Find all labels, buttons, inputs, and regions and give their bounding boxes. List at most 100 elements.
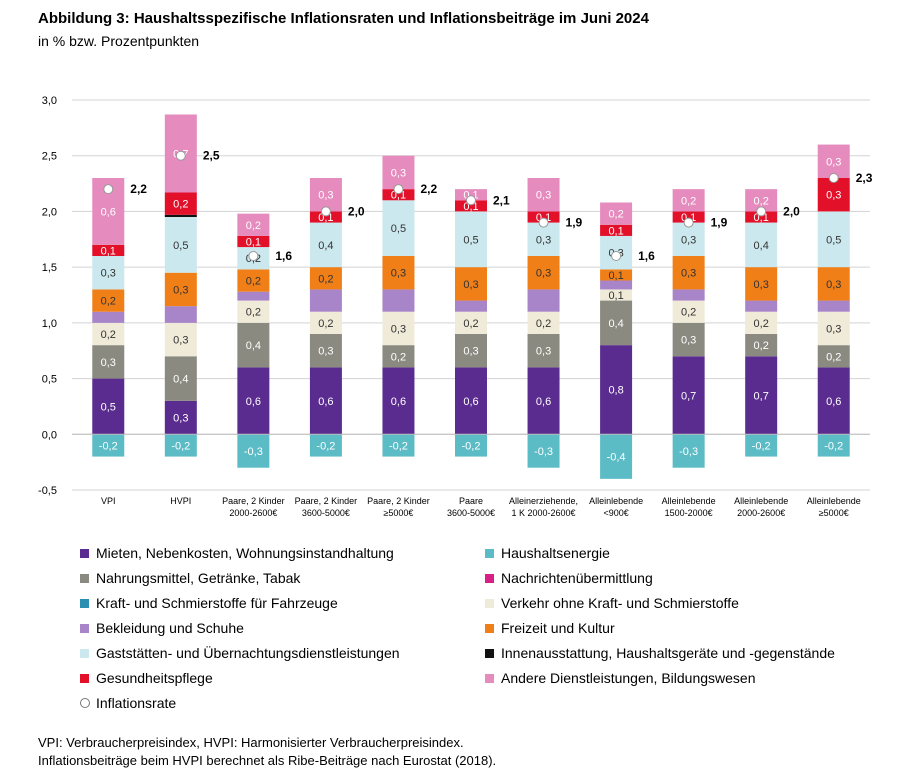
x-tick-label: 3600-5000€ <box>302 508 350 518</box>
data-label: 0,5 <box>101 401 116 413</box>
bar-segment <box>92 378 125 435</box>
data-label: 0,5 <box>463 234 478 246</box>
bar-segment <box>92 256 125 290</box>
bar-segment <box>309 367 342 435</box>
data-label: 0,2 <box>754 340 769 352</box>
data-label: 0,2 <box>246 276 261 288</box>
legend-item: Mieten, Nebenkosten, Wohnungsinstandhalt… <box>80 545 394 561</box>
legend-label: Freizeit und Kultur <box>501 620 615 636</box>
legend-item: Gesundheitspflege <box>80 670 213 686</box>
bar-segment <box>164 400 197 435</box>
data-label: 0,2 <box>246 307 261 319</box>
data-label: 0,1 <box>608 290 623 302</box>
bar-segment <box>600 289 633 301</box>
bar-segment <box>455 300 487 312</box>
x-tick-label: Alleinlebende <box>734 496 788 506</box>
x-tick-label: 2000-2600€ <box>229 508 277 518</box>
bar-segment <box>164 434 197 457</box>
legend-swatch <box>485 573 494 583</box>
y-tick-label: 2,5 <box>42 151 57 163</box>
data-label: -0,2 <box>99 440 118 452</box>
bar-segment <box>527 311 560 334</box>
bar-segment <box>672 211 705 223</box>
bar-segment <box>92 322 125 346</box>
bar-segment <box>382 311 415 346</box>
bar-segment <box>527 289 560 312</box>
data-label: 0,2 <box>246 220 261 232</box>
bar-segment <box>164 322 197 357</box>
y-tick-label: 0,5 <box>42 374 57 386</box>
data-label: 0,1 <box>391 190 406 202</box>
legend-swatch <box>485 548 494 558</box>
legend-swatch <box>80 648 89 658</box>
legend-swatch <box>485 673 494 683</box>
legend-label: Innenausstattung, Haushaltsgeräte und -g… <box>501 645 835 661</box>
data-label: 0,3 <box>536 234 551 246</box>
bar-segment <box>527 222 560 256</box>
inflation-rate-marker <box>611 251 622 261</box>
data-label: 0,2 <box>318 318 333 330</box>
y-tick-label: 0,0 <box>42 429 57 441</box>
bar-segment <box>237 367 270 435</box>
data-label: 0,3 <box>681 335 696 347</box>
inflation-rate-label: 1,6 <box>275 249 292 263</box>
bar-segment <box>237 300 270 323</box>
bar-segment <box>455 311 487 334</box>
bar-segment <box>309 178 342 212</box>
bar-segment <box>309 222 342 268</box>
bar-segment <box>745 434 778 457</box>
data-label: 0,5 <box>826 234 841 246</box>
legend-label: Gaststätten- und Übernachtungsdienstleis… <box>96 645 400 661</box>
legend-label: Kraft- und Schmierstoffe für Fahrzeuge <box>96 595 338 611</box>
inflation-rate-marker <box>320 206 331 217</box>
data-label: 0,1 <box>608 225 623 237</box>
data-label: 0,7 <box>681 390 696 402</box>
data-label: 0,5 <box>391 223 406 235</box>
bar-segment <box>92 244 125 256</box>
legend-label: Nachrichtenübermittlung <box>501 570 653 586</box>
bar-segment <box>237 235 270 248</box>
data-label: 0,2 <box>754 195 769 207</box>
bar-segment <box>817 434 850 457</box>
data-label: 0,3 <box>754 279 769 291</box>
x-tick-label: HVPI <box>170 496 191 506</box>
chart-title: Abbildung 3: Haushaltsspezifische Inflat… <box>38 10 649 27</box>
legend-item: Kraft- und Schmierstoffe für Fahrzeuge <box>80 595 338 611</box>
bar-segment <box>672 356 705 435</box>
legend-swatch <box>485 623 494 633</box>
bar-segment <box>527 256 560 290</box>
x-tick-label: 1 K 2000-2600€ <box>512 508 576 518</box>
inflation-rate-label: 2,3 <box>856 171 873 185</box>
data-label: 0,3 <box>101 268 116 280</box>
data-label: 0,3 <box>536 346 551 358</box>
bar-segment <box>237 322 270 368</box>
bar-segment <box>600 280 633 290</box>
bar-segment <box>382 434 415 457</box>
legend-label: Gesundheitspflege <box>96 670 213 686</box>
inflation-rate-label: 2,2 <box>130 182 147 196</box>
data-label: 0,3 <box>536 190 551 202</box>
bar-segment <box>309 289 342 312</box>
data-label: 0,6 <box>318 396 333 408</box>
bar-segment <box>309 434 342 457</box>
bar-segment <box>164 217 197 273</box>
data-label: 0,3 <box>681 268 696 280</box>
legend-swatch <box>485 648 494 658</box>
bar-segment <box>455 211 487 268</box>
legend-item: Nahrungsmittel, Getränke, Tabak <box>80 570 300 586</box>
data-label: 0,8 <box>608 385 623 397</box>
inflation-rate-marker <box>393 184 404 195</box>
data-label: 0,3 <box>681 234 696 246</box>
x-tick-label: Paare, 2 Kinder <box>295 496 358 506</box>
data-label: 0,2 <box>391 351 406 363</box>
x-tick-label: ≥5000€ <box>383 508 413 518</box>
bar-segment <box>817 300 850 312</box>
data-label: 0,2 <box>826 351 841 363</box>
data-label: 0,3 <box>826 190 841 202</box>
legend-item: Innenausstattung, Haushaltsgeräte und -g… <box>485 645 835 661</box>
data-label: 0,6 <box>463 396 478 408</box>
x-tick-label: Alleinlebende <box>807 496 861 506</box>
bar-segment <box>455 367 487 435</box>
inflation-rate-label: 2,0 <box>348 204 365 218</box>
bar-segment <box>745 356 778 435</box>
